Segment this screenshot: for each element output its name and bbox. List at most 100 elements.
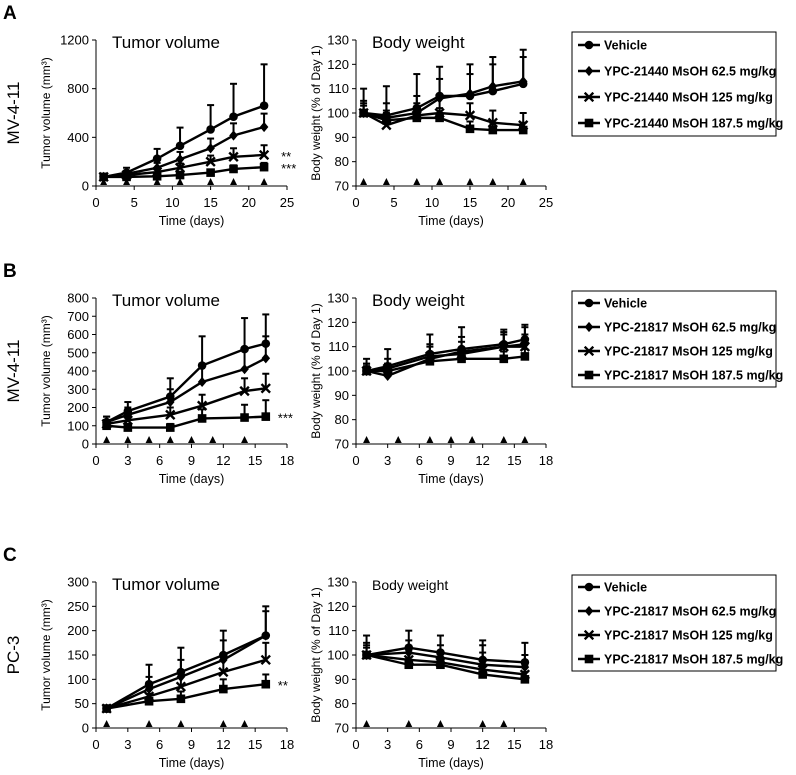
data-point bbox=[520, 352, 530, 361]
chart-A-body: 70 80 90 100 110 120 130 0 5 10 15 20 25 Time (days) B… bbox=[309, 33, 553, 229]
x-axis-title: Time (days) bbox=[159, 756, 225, 770]
x-tick-label: 15 bbox=[203, 195, 217, 210]
data-point bbox=[518, 125, 528, 135]
series-square bbox=[362, 348, 530, 376]
legend: Vehicle YPC-21817 MsOH 62.5 mg/kg YPC-2181… bbox=[571, 290, 783, 388]
series-line bbox=[106, 387, 266, 426]
dosing-marker bbox=[426, 436, 434, 443]
x-axis-title: Time (days) bbox=[159, 472, 225, 486]
y-tick-label: 250 bbox=[67, 599, 89, 614]
legend-label: YPC-21817 MsOH 125 mg/kg bbox=[604, 345, 773, 359]
data-point bbox=[165, 423, 175, 432]
y-tick-label: 150 bbox=[67, 648, 89, 663]
y-tick-label: 110 bbox=[328, 339, 349, 354]
x-tick-label: 3 bbox=[124, 453, 131, 468]
chart-A-tumor: 0 400 800 1200 0 5 10 15 20 25 Time (days) Tumor vo… bbox=[39, 33, 296, 229]
data-point bbox=[478, 670, 487, 679]
x-tick-label: 3 bbox=[124, 737, 131, 752]
significance-label: ** bbox=[278, 678, 288, 693]
x-tick-label: 6 bbox=[156, 737, 163, 752]
dosing-marker bbox=[363, 720, 371, 727]
y-tick-label: 120 bbox=[327, 315, 349, 330]
data-point bbox=[520, 675, 530, 684]
y-tick-label: 80 bbox=[335, 154, 349, 169]
x-tick-label: 9 bbox=[447, 453, 454, 468]
legend-item: YPC-21817 MsOH 62.5 mg/kg bbox=[578, 605, 776, 619]
legend-marker bbox=[584, 118, 594, 128]
y-tick-label: 400 bbox=[67, 130, 89, 145]
y-tick-label: 0 bbox=[82, 437, 89, 452]
data-point bbox=[499, 354, 509, 364]
y-axis-title: Body weight (% of Day 1) bbox=[309, 45, 323, 180]
y-axis-title: Tumor volume (mm³) bbox=[39, 599, 53, 711]
legend-item: YPC-21817 MsOH 187.5 mg/kg bbox=[578, 369, 783, 383]
dosing-marker bbox=[124, 436, 132, 443]
x-tick-label: 5 bbox=[390, 195, 397, 210]
data-point bbox=[488, 81, 498, 92]
panel-B: B MV-4-11 Vehicle YPC-21817 MsOH 62.5 mg/kg… bbox=[3, 261, 783, 403]
dosing-marker bbox=[103, 436, 111, 443]
dosing-marker bbox=[500, 436, 508, 443]
data-point bbox=[412, 113, 422, 123]
data-point bbox=[518, 76, 528, 87]
x-tick-label: 6 bbox=[156, 453, 163, 468]
dosing-marker bbox=[519, 178, 527, 185]
x-tick-label: 3 bbox=[384, 737, 391, 752]
data-point bbox=[123, 423, 133, 432]
dosing-marker bbox=[479, 720, 487, 727]
dosing-marker bbox=[177, 720, 185, 727]
chart-title: Tumor volume bbox=[112, 575, 220, 594]
x-tick-label: 12 bbox=[216, 453, 230, 468]
legend-marker bbox=[584, 370, 594, 380]
dosing-marker bbox=[413, 178, 421, 185]
legend: Vehicle YPC-21440 MsOH 62.5 mg/kg YPC-2144… bbox=[571, 31, 783, 137]
x-tick-label: 5 bbox=[131, 195, 138, 210]
y-tick-label: 100 bbox=[67, 672, 89, 687]
series-square bbox=[362, 644, 530, 684]
y-tick-label: 200 bbox=[67, 623, 89, 638]
legend-label: YPC-21440 MsOH 187.5 mg/kg bbox=[604, 117, 783, 131]
dosing-marker bbox=[468, 436, 476, 443]
series-square bbox=[359, 104, 528, 135]
legend-label: YPC-21817 MsOH 125 mg/kg bbox=[604, 629, 773, 643]
panel-C: C PC-3 Vehicle YPC-21817 MsOH 62.5 mg/kg YPC… bbox=[3, 545, 783, 674]
chart-B-tumor: 0 100 200 300 400 500 600 700 800 0 3 6 9 12 15 18 Time … bbox=[39, 291, 294, 487]
legend-label: YPC-21817 MsOH 62.5 mg/kg bbox=[604, 321, 776, 335]
data-point bbox=[258, 149, 270, 161]
legend-item: YPC-21440 MsOH 187.5 mg/kg bbox=[578, 117, 783, 131]
cell-line-label: PC-3 bbox=[4, 636, 23, 675]
panel-letter: A bbox=[3, 3, 17, 24]
legend-marker bbox=[584, 298, 594, 308]
data-point bbox=[259, 162, 269, 172]
data-point bbox=[206, 168, 215, 177]
data-point bbox=[259, 121, 269, 133]
data-point bbox=[197, 376, 207, 388]
y-tick-label: 300 bbox=[67, 382, 89, 397]
x-tick-label: 18 bbox=[539, 453, 553, 468]
data-point bbox=[102, 704, 111, 713]
legend-box bbox=[571, 574, 777, 672]
y-tick-label: 700 bbox=[67, 309, 89, 324]
data-point bbox=[464, 110, 476, 121]
dosing-marker bbox=[447, 436, 455, 443]
data-point bbox=[362, 650, 371, 660]
y-tick-label: 70 bbox=[335, 179, 349, 194]
data-point bbox=[261, 630, 271, 641]
x-tick-label: 18 bbox=[280, 453, 294, 468]
dosing-marker bbox=[436, 178, 444, 185]
y-tick-label: 100 bbox=[327, 106, 349, 121]
legend-marker bbox=[584, 321, 594, 333]
panel-A: A MV-4-11 Vehicle YPC-21440 MsOH 62.5 mg/kg… bbox=[3, 3, 783, 145]
cell-line-label: MV-4-11 bbox=[4, 340, 23, 403]
dosing-marker bbox=[123, 178, 131, 185]
x-tick-label: 0 bbox=[92, 737, 99, 752]
x-axis-title: Time (days) bbox=[418, 756, 484, 770]
dosing-marker bbox=[103, 720, 111, 727]
legend-label: YPC-21817 MsOH 187.5 mg/kg bbox=[604, 653, 783, 667]
x-tick-label: 9 bbox=[188, 453, 195, 468]
legend-item: YPC-21817 MsOH 125 mg/kg bbox=[578, 345, 773, 359]
series-square bbox=[99, 161, 269, 182]
y-axis-title: Body weight (% of Day 1) bbox=[309, 587, 323, 722]
x-tick-label: 9 bbox=[188, 737, 195, 752]
y-tick-label: 70 bbox=[335, 721, 349, 736]
